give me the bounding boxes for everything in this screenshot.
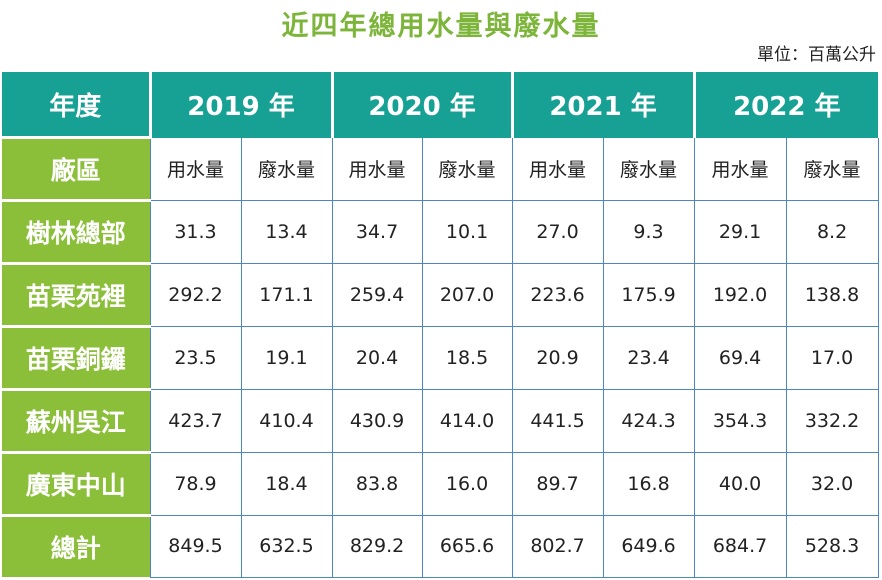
value-cell: 259.4 bbox=[331, 263, 423, 327]
unit-label: 單位：百萬公升 bbox=[757, 45, 876, 65]
value-cell: 138.8 bbox=[785, 263, 879, 327]
plant-name: 苗栗苑裡 bbox=[2, 262, 150, 327]
value-cell: 528.3 bbox=[785, 515, 879, 578]
value-cell: 78.9 bbox=[149, 452, 241, 516]
subheader-cell: 廢水量 bbox=[602, 137, 695, 201]
value-cell: 665.6 bbox=[421, 515, 513, 578]
value-cell: 89.7 bbox=[511, 452, 604, 516]
value-cell: 424.3 bbox=[602, 389, 695, 453]
value-cell: 34.7 bbox=[331, 200, 423, 264]
subheader-cell: 廢水量 bbox=[785, 137, 879, 201]
value-cell: 18.5 bbox=[421, 326, 513, 390]
value-cell: 13.4 bbox=[240, 200, 333, 264]
subheader-cell: 用水量 bbox=[511, 137, 604, 201]
value-cell: 23.5 bbox=[149, 326, 241, 390]
subheader-cell: 用水量 bbox=[331, 137, 423, 201]
value-cell: 423.7 bbox=[149, 389, 241, 453]
plant-name: 苗栗銅鑼 bbox=[2, 325, 150, 390]
value-cell: 20.4 bbox=[331, 326, 423, 390]
table-row: 樹林總部 31.3 13.4 34.7 10.1 27.0 9.3 29.1 8.2 bbox=[2, 199, 879, 264]
value-cell: 9.3 bbox=[602, 200, 695, 264]
subheader-cell: 用水量 bbox=[149, 137, 241, 201]
value-cell: 29.1 bbox=[693, 200, 787, 264]
value-cell: 175.9 bbox=[602, 263, 695, 327]
plant-name: 總計 bbox=[2, 514, 150, 577]
value-cell: 27.0 bbox=[511, 200, 604, 264]
value-cell: 32.0 bbox=[785, 452, 879, 516]
table-row: 苗栗苑裡 292.2 171.1 259.4 207.0 223.6 175.9 192.0 1… bbox=[2, 262, 879, 327]
table-row: 總計 849.5 632.5 829.2 665.6 802.7 649.6 684.7 528… bbox=[2, 514, 879, 578]
value-cell: 69.4 bbox=[693, 326, 787, 390]
value-cell: 31.3 bbox=[149, 200, 241, 264]
subheader-cell: 廢水量 bbox=[240, 137, 333, 201]
value-cell: 16.8 bbox=[602, 452, 695, 516]
value-cell: 802.7 bbox=[511, 515, 604, 578]
value-cell: 192.0 bbox=[693, 263, 787, 327]
value-cell: 632.5 bbox=[240, 515, 333, 578]
subheader-cell: 廢水量 bbox=[421, 137, 513, 201]
water-usage-table: 年度 2019 年 2020 年 2021 年 2022 年 廠區 用水量 廢水… bbox=[2, 72, 879, 578]
table-row: 苗栗銅鑼 23.5 19.1 20.4 18.5 20.9 23.4 69.4 17.0 bbox=[2, 325, 879, 390]
plant-header-label: 廠區 bbox=[2, 136, 150, 201]
value-cell: 207.0 bbox=[421, 263, 513, 327]
value-cell: 649.6 bbox=[602, 515, 695, 578]
value-cell: 17.0 bbox=[785, 326, 879, 390]
plant-name: 蘇州吳江 bbox=[2, 388, 150, 453]
year-header-label: 年度 bbox=[2, 72, 152, 138]
value-cell: 441.5 bbox=[511, 389, 604, 453]
year-header-row: 年度 2019 年 2020 年 2021 年 2022 年 bbox=[2, 72, 879, 138]
value-cell: 83.8 bbox=[331, 452, 423, 516]
plant-name: 廣東中山 bbox=[2, 451, 150, 516]
value-cell: 829.2 bbox=[331, 515, 423, 578]
table-row: 廣東中山 78.9 18.4 83.8 16.0 89.7 16.8 40.0 32.0 bbox=[2, 451, 879, 516]
value-cell: 410.4 bbox=[240, 389, 333, 453]
value-cell: 849.5 bbox=[149, 515, 241, 578]
value-cell: 40.0 bbox=[693, 452, 787, 516]
value-cell: 354.3 bbox=[693, 389, 787, 453]
value-cell: 332.2 bbox=[785, 389, 879, 453]
year-header-2019: 2019 年 bbox=[150, 72, 334, 138]
value-cell: 171.1 bbox=[240, 263, 333, 327]
value-cell: 18.4 bbox=[240, 452, 333, 516]
page-title: 近四年總用水量與廢水量 bbox=[281, 11, 601, 42]
value-cell: 23.4 bbox=[602, 326, 695, 390]
value-cell: 684.7 bbox=[693, 515, 787, 578]
value-cell: 8.2 bbox=[785, 200, 879, 264]
year-header-2020: 2020 年 bbox=[332, 72, 514, 138]
value-cell: 292.2 bbox=[149, 263, 241, 327]
table-row: 蘇州吳江 423.7 410.4 430.9 414.0 441.5 424.3 354.3 3… bbox=[2, 388, 879, 453]
value-cell: 19.1 bbox=[240, 326, 333, 390]
value-cell: 223.6 bbox=[511, 263, 604, 327]
year-header-2021: 2021 年 bbox=[512, 72, 696, 138]
subheader-row: 廠區 用水量 廢水量 用水量 廢水量 用水量 廢水量 用水量 廢水量 bbox=[2, 136, 879, 201]
value-cell: 10.1 bbox=[421, 200, 513, 264]
year-header-2022: 2022 年 bbox=[694, 72, 879, 138]
subheader-cell: 用水量 bbox=[693, 137, 787, 201]
value-cell: 430.9 bbox=[331, 389, 423, 453]
value-cell: 414.0 bbox=[421, 389, 513, 453]
value-cell: 20.9 bbox=[511, 326, 604, 390]
plant-name: 樹林總部 bbox=[2, 199, 150, 264]
value-cell: 16.0 bbox=[421, 452, 513, 516]
